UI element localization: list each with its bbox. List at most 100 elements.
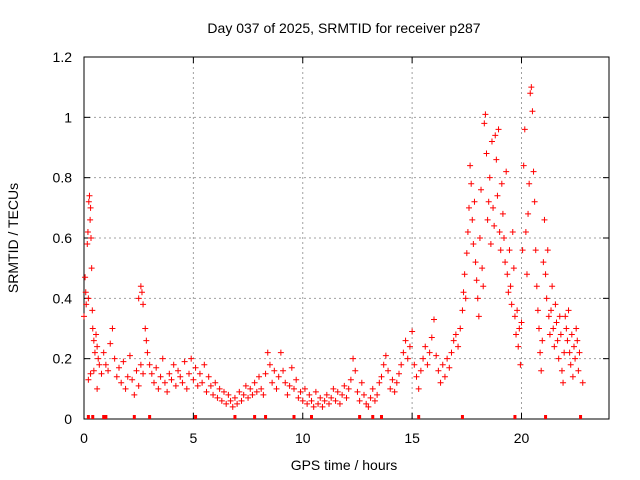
data-point <box>478 186 485 193</box>
data-point <box>90 367 97 374</box>
data-point <box>231 394 238 401</box>
data-point <box>229 403 236 410</box>
data-point <box>532 247 539 254</box>
data-point <box>332 397 339 404</box>
data-point <box>400 349 407 356</box>
data-point <box>168 376 175 383</box>
data-point <box>100 349 107 356</box>
data-point <box>83 301 90 308</box>
x-tick-label: 20 <box>514 430 530 446</box>
data-point <box>155 385 162 392</box>
data-point <box>474 295 481 302</box>
data-point <box>223 400 230 407</box>
data-point <box>339 391 346 398</box>
data-point <box>468 180 475 187</box>
data-point <box>245 394 252 401</box>
data-point <box>249 391 256 398</box>
baseline-marker <box>579 415 583 419</box>
data-point <box>236 388 243 395</box>
data-point <box>452 331 459 338</box>
data-point <box>561 349 568 356</box>
data-point <box>387 385 394 392</box>
data-point <box>446 364 453 371</box>
data-point <box>312 388 319 395</box>
data-point <box>486 174 493 181</box>
data-point <box>533 283 540 290</box>
data-point <box>514 307 521 314</box>
y-tick-label: 0 <box>64 411 72 427</box>
data-point <box>350 355 357 362</box>
data-point <box>256 373 262 380</box>
baseline-marker <box>148 415 152 419</box>
data-point <box>519 247 526 254</box>
data-point <box>479 265 486 272</box>
data-point <box>503 168 510 175</box>
data-point <box>569 373 576 380</box>
data-point <box>487 241 494 248</box>
data-point <box>469 216 476 223</box>
y-tick-label: 0.6 <box>53 230 73 246</box>
data-point <box>186 370 192 377</box>
data-point <box>84 241 91 248</box>
data-point <box>87 216 94 223</box>
baseline-marker <box>104 415 108 419</box>
data-point <box>188 355 195 362</box>
data-point <box>484 216 491 223</box>
data-point <box>129 376 136 383</box>
data-point <box>552 301 559 308</box>
data-point <box>537 349 544 356</box>
data-point <box>86 192 93 199</box>
data-point <box>553 319 560 326</box>
data-point <box>137 361 144 368</box>
data-point <box>367 394 374 401</box>
data-point <box>284 391 291 398</box>
data-point <box>240 391 247 398</box>
data-point <box>262 370 269 377</box>
x-tick-label: 15 <box>404 430 420 446</box>
data-point <box>144 349 151 356</box>
data-point <box>260 391 267 398</box>
data-point <box>538 367 545 374</box>
data-point <box>96 361 103 368</box>
data-point <box>210 391 217 398</box>
baseline-marker <box>292 415 296 419</box>
data-point <box>326 400 332 407</box>
data-point <box>411 361 418 368</box>
data-point <box>277 349 284 356</box>
data-point <box>473 277 480 284</box>
data-point <box>496 228 503 235</box>
data-point <box>336 400 343 407</box>
data-point <box>409 328 416 335</box>
data-point <box>385 367 392 374</box>
baseline-marker <box>102 415 106 419</box>
data-point <box>269 379 276 386</box>
x-axis-label: GPS time / hours <box>291 457 398 473</box>
data-point <box>557 331 564 338</box>
data-point <box>341 382 348 389</box>
data-point <box>196 370 203 377</box>
data-point <box>85 198 92 205</box>
data-point <box>264 349 271 356</box>
data-point <box>175 367 182 374</box>
baseline-marker <box>86 415 90 419</box>
data-point <box>495 126 502 133</box>
data-point <box>378 373 385 380</box>
data-point <box>319 403 326 410</box>
data-point <box>573 325 580 332</box>
x-tick-label: 10 <box>295 430 311 446</box>
data-point <box>516 325 523 332</box>
data-point <box>513 331 520 338</box>
data-point <box>444 355 451 362</box>
data-point <box>522 228 529 235</box>
data-point <box>113 373 120 380</box>
data-point <box>323 391 330 398</box>
data-point <box>509 228 516 235</box>
data-point <box>374 391 381 398</box>
data-point <box>148 370 155 377</box>
data-point <box>87 370 94 377</box>
data-point <box>472 259 479 266</box>
data-point <box>308 397 315 404</box>
data-point <box>124 373 131 380</box>
data-point <box>159 355 166 362</box>
data-point <box>506 247 513 254</box>
